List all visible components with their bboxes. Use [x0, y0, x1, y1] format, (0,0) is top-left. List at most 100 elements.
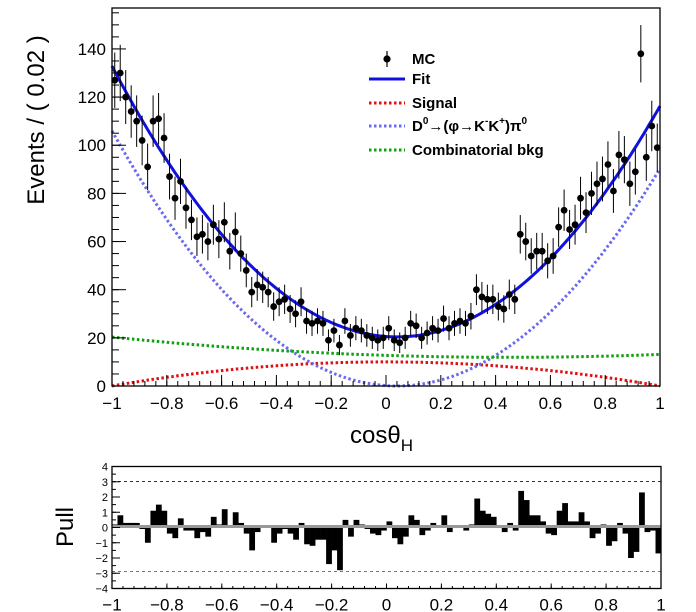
pull-bar	[595, 527, 601, 534]
pull-bar	[633, 527, 640, 552]
data-point	[555, 223, 563, 231]
data-point	[286, 305, 294, 313]
x-tick-label: 0	[381, 394, 390, 413]
data-point	[593, 180, 601, 188]
data-point	[264, 288, 272, 296]
data-point	[522, 238, 530, 245]
x-tick-label: −0.6	[205, 394, 239, 413]
pull-bar	[221, 509, 228, 528]
main-plot-frame	[111, 7, 661, 387]
pull-bar	[331, 527, 338, 551]
y-tick-label: 20	[87, 329, 106, 348]
pull-bar	[567, 521, 574, 528]
pull-y-tick-label: 2	[102, 492, 108, 504]
pull-y-tick-label: −1	[95, 538, 108, 550]
pull-x-tick-label: 0	[382, 596, 391, 612]
pull-bar	[375, 527, 382, 536]
data-point	[385, 324, 393, 332]
x-axis-title-subscript: H	[401, 436, 413, 455]
pull-bar	[584, 521, 590, 528]
data-point	[325, 336, 332, 344]
data-point	[483, 295, 491, 303]
pull-y-axis-ticks: 4 3 2 1 0 −1 −2 −3 −4	[95, 462, 120, 596]
data-point	[653, 144, 661, 152]
pull-bar	[534, 515, 541, 528]
pull-bar	[402, 527, 409, 537]
main-plot-panel: −1 −0.8 −0.6 −0.4 −0.2 0 0.2 0.4 0.6 0.8 1 0 20 40 60…	[23, 7, 665, 455]
pull-bar	[155, 504, 162, 528]
legend-mc-label: MC	[412, 51, 435, 68]
legend-mc-marker	[383, 55, 391, 63]
legend: MC Fit Signal D0→(φ→K-K+)π0 Combinatoria…	[369, 51, 544, 159]
y-tick-label: 100	[78, 136, 106, 155]
data-point	[511, 295, 519, 303]
data-point	[610, 187, 617, 195]
curve-fit	[110, 65, 662, 339]
pull-x-tick-label: 0.6	[539, 596, 563, 612]
pull-x-tick-label: 0.2	[430, 596, 454, 612]
data-point	[133, 117, 141, 125]
data-point	[270, 303, 278, 310]
x-tick-label: −0.2	[314, 394, 348, 413]
pull-bar	[589, 527, 596, 539]
data-point	[505, 291, 513, 298]
x-tick-label: 0.4	[484, 394, 508, 413]
data-point	[538, 247, 546, 255]
data-point	[390, 336, 398, 344]
legend-peaking-label: D0→(φ→K-K+)π0	[412, 116, 527, 135]
y-tick-label: 140	[78, 40, 106, 59]
data-point	[396, 339, 404, 347]
pull-bar	[342, 519, 349, 528]
pull-bar	[512, 527, 519, 531]
pull-x-tick-label: −0.6	[205, 596, 239, 612]
data-point	[577, 194, 584, 202]
data-point	[489, 295, 497, 303]
data-point	[144, 163, 152, 171]
data-point	[193, 233, 201, 241]
pull-bar	[249, 527, 256, 551]
data-point	[166, 173, 173, 180]
pull-bar	[562, 503, 568, 528]
data-point	[462, 320, 469, 327]
pull-bar	[144, 527, 151, 543]
pull-bar	[194, 527, 201, 539]
data-point	[177, 177, 184, 185]
pull-y-tick-label: −2	[95, 553, 108, 565]
pull-plot-frame	[111, 465, 662, 590]
pull-bar	[413, 519, 420, 528]
pull-bar	[271, 527, 277, 543]
pull-plot-panel: −1 −0.8 −0.6 −0.4 −0.2 0 0.2 0.4 0.6 0.8 1 43210−1…	[52, 462, 666, 612]
data-point	[215, 235, 223, 243]
data-point	[138, 137, 146, 144]
data-point	[357, 327, 365, 335]
pull-x-axis-ticks: −1 −0.8 −0.6 −0.4 −0.2 0 0.2 0.4 0.6 0.8 1	[102, 583, 666, 612]
x-tick-label: 0.8	[593, 394, 617, 413]
data-point	[231, 228, 239, 236]
pull-bar	[639, 492, 645, 528]
data-point	[648, 122, 656, 130]
pull-bar	[408, 515, 415, 528]
data-point	[533, 247, 541, 255]
legend-signal-label: Signal	[412, 95, 457, 112]
pull-bar	[166, 527, 173, 534]
pull-x-tick-label: −1	[102, 596, 121, 612]
data-point	[571, 221, 579, 229]
data-point	[434, 327, 442, 335]
pull-bar	[501, 527, 508, 533]
pull-bar	[254, 527, 261, 533]
pull-bar	[210, 516, 217, 528]
legend-entry-peaking-bkg: D0→(φ→K-K+)π0	[369, 116, 527, 135]
data-point	[127, 108, 135, 115]
pull-bar	[474, 498, 481, 528]
data-point	[303, 317, 310, 325]
y-tick-label: 0	[97, 377, 106, 396]
pull-bar	[644, 527, 651, 533]
legend-entry-combinatorial: Combinatorial bkg	[369, 142, 544, 159]
data-point	[319, 320, 327, 327]
pull-bar	[446, 527, 453, 533]
curve-combinatorial-bkg	[111, 335, 661, 359]
data-point	[363, 332, 371, 339]
pull-y-tick-label: 4	[102, 462, 108, 474]
data-point	[199, 230, 206, 238]
